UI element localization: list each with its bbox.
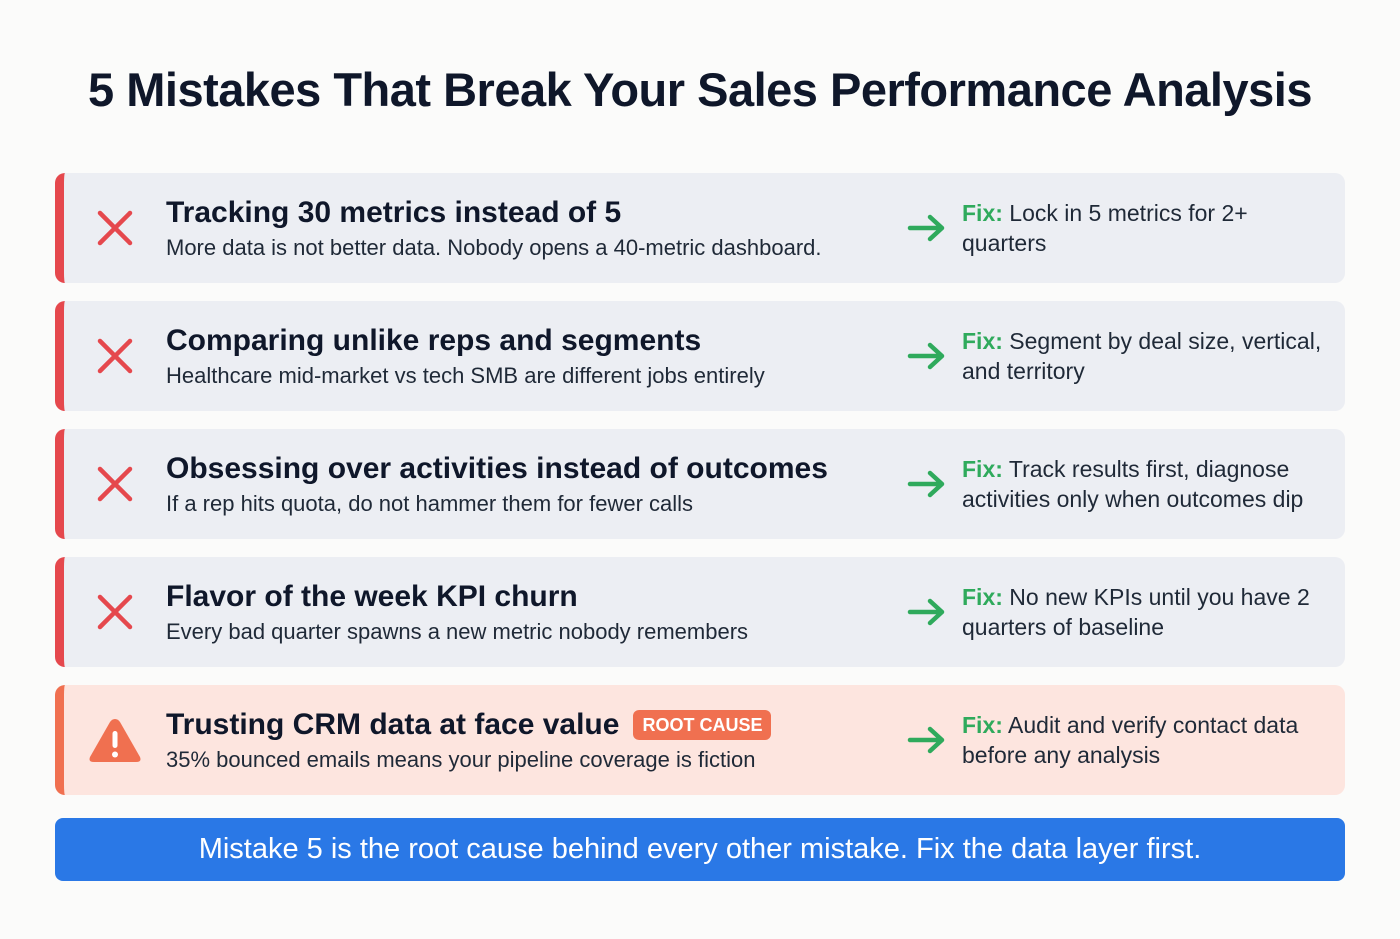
mistake-description: Healthcare mid-market vs tech SMB are di… bbox=[166, 363, 765, 388]
mistake-title: Tracking 30 metrics instead of 5 bbox=[166, 196, 622, 229]
mistake-title: Flavor of the week KPI churn bbox=[166, 580, 578, 613]
fix-label: Fix: bbox=[962, 456, 1003, 482]
fix-label: Fix: bbox=[962, 200, 1003, 226]
arrow-right-icon bbox=[907, 214, 945, 242]
mistake-description: 35% bounced emails means your pipeline c… bbox=[166, 747, 756, 772]
page-title: 5 Mistakes That Break Your Sales Perform… bbox=[88, 63, 1312, 116]
mistake-title-text: Trusting CRM data at face value bbox=[166, 708, 620, 741]
arrow-right-icon bbox=[907, 598, 945, 626]
fix-text: Fix: Lock in 5 metrics for 2+ quarters bbox=[962, 198, 1345, 258]
fix-description: Audit and verify contact data before any… bbox=[962, 712, 1299, 768]
fix-description: No new KPIs until you have 2 quarters of… bbox=[962, 584, 1310, 640]
fix-text: Fix: No new KPIs until you have 2 quarte… bbox=[962, 582, 1345, 642]
x-icon bbox=[97, 210, 133, 246]
fix-text: Fix: Track results first, diagnose activ… bbox=[962, 454, 1345, 514]
fix-description: Segment by deal size, vertical, and terr… bbox=[962, 328, 1322, 384]
fix-label: Fix: bbox=[962, 328, 1003, 354]
mistake-title: Obsessing over activities instead of out… bbox=[166, 452, 828, 485]
arrow-right-icon bbox=[907, 470, 945, 498]
x-icon bbox=[97, 594, 133, 630]
mistake-title: Comparing unlike reps and segments bbox=[166, 324, 702, 357]
warning-icon bbox=[89, 719, 141, 762]
fix-description: Lock in 5 metrics for 2+ quarters bbox=[962, 200, 1248, 256]
mistake-row-1: Tracking 30 metrics instead of 5 More da… bbox=[55, 173, 1345, 283]
arrow-right-icon bbox=[907, 342, 945, 370]
fix-text: Fix: Audit and verify contact data befor… bbox=[962, 710, 1345, 770]
mistakes-list: Tracking 30 metrics instead of 5 More da… bbox=[55, 173, 1345, 813]
mistake-description: Every bad quarter spawns a new metric no… bbox=[166, 619, 749, 644]
fix-description: Track results first, diagnose activities… bbox=[962, 456, 1304, 512]
mistake-row-4: Flavor of the week KPI churn Every bad q… bbox=[55, 557, 1345, 667]
mistake-title: Trusting CRM data at face value ROOT CAU… bbox=[166, 707, 892, 743]
mistake-description: More data is not better data. Nobody ope… bbox=[166, 235, 822, 260]
x-icon bbox=[97, 338, 133, 374]
mistake-row-5-root-cause: Trusting CRM data at face value ROOT CAU… bbox=[55, 685, 1345, 795]
arrow-right-icon bbox=[907, 726, 945, 754]
mistake-row-3: Obsessing over activities instead of out… bbox=[55, 429, 1345, 539]
summary-banner: Mistake 5 is the root cause behind every… bbox=[55, 818, 1345, 881]
fix-label: Fix: bbox=[962, 584, 1003, 610]
mistake-description: If a rep hits quota, do not hammer them … bbox=[166, 491, 694, 516]
root-cause-badge: ROOT CAUSE bbox=[633, 710, 772, 740]
x-icon bbox=[97, 466, 133, 502]
mistake-row-2: Comparing unlike reps and segments Healt… bbox=[55, 301, 1345, 411]
fix-label: Fix: bbox=[962, 712, 1003, 738]
fix-text: Fix: Segment by deal size, vertical, and… bbox=[962, 326, 1345, 386]
